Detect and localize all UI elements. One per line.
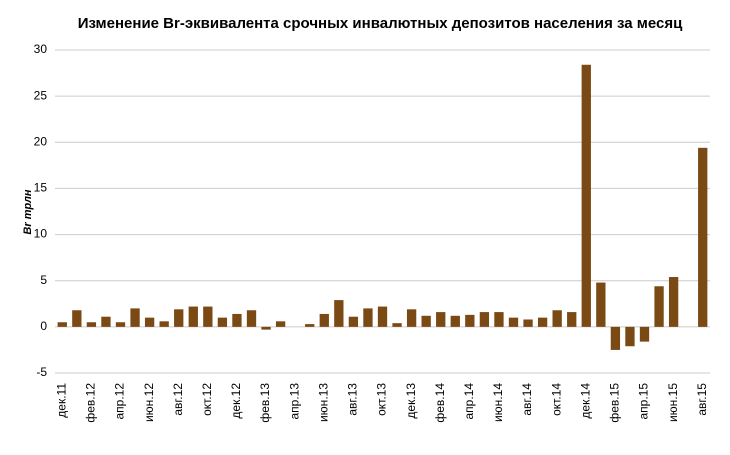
- chart-title: Изменение Br-эквивалента срочных инвалют…: [78, 15, 683, 32]
- bar: [101, 316, 111, 327]
- x-tick-label: апр.15: [637, 383, 651, 420]
- bar: [261, 326, 271, 330]
- bar: [188, 306, 198, 327]
- bar: [654, 286, 664, 327]
- bar: [159, 321, 169, 327]
- x-tick-label: окт.13: [375, 383, 389, 416]
- bar: [246, 310, 257, 327]
- x-tick-label: июн.12: [142, 383, 156, 422]
- bar: [610, 326, 621, 350]
- bar: [275, 321, 286, 327]
- y-tick-label: 0: [40, 319, 47, 333]
- bar: [217, 317, 228, 327]
- bar: [450, 315, 460, 327]
- x-tick-label: июн.15: [666, 383, 680, 422]
- bar: [377, 306, 388, 327]
- x-tick-label: дек.14: [578, 383, 592, 419]
- bar: [581, 64, 591, 327]
- bar: [232, 313, 242, 327]
- y-tick-label: 5: [40, 273, 47, 287]
- y-axis-label: Br трлн: [22, 189, 34, 234]
- bar: [537, 317, 548, 327]
- bar: [348, 316, 359, 327]
- x-tick-label: авг.13: [346, 383, 360, 416]
- x-tick-label: июн.14: [491, 383, 505, 422]
- bar: [523, 319, 533, 327]
- x-tick-label: дек.13: [404, 383, 418, 419]
- bar: [508, 317, 519, 327]
- bar: [552, 310, 562, 327]
- x-tick-label: окт.14: [549, 383, 563, 416]
- bar: [57, 322, 67, 327]
- bar: [174, 309, 184, 327]
- x-tick-label: авг.12: [171, 383, 185, 416]
- bar: [86, 322, 97, 327]
- bar: [639, 326, 650, 342]
- x-tick-label: апр.14: [462, 383, 476, 420]
- bar: [567, 312, 577, 327]
- y-tick-label: 15: [34, 181, 48, 195]
- bar: [203, 306, 213, 327]
- y-tick-label: 30: [34, 42, 48, 56]
- bar: [465, 314, 475, 327]
- bar: [625, 326, 635, 347]
- y-tick-label: 20: [34, 134, 48, 148]
- y-tick-label: 25: [34, 88, 48, 102]
- x-tick-label: авг.15: [695, 383, 709, 416]
- x-tick-label: дек.12: [229, 383, 243, 419]
- x-tick-label: апр.13: [287, 383, 301, 420]
- bar: [698, 147, 708, 327]
- x-tick-label: фев.15: [608, 383, 622, 423]
- y-tick-label: 10: [34, 227, 48, 241]
- bar: [319, 313, 329, 327]
- bar: [72, 310, 82, 327]
- bar: [130, 308, 140, 327]
- x-tick-label: апр.12: [113, 383, 127, 420]
- bar: [305, 324, 315, 327]
- bar: [392, 323, 402, 327]
- bar: [436, 312, 446, 327]
- bar: [596, 282, 606, 327]
- x-tick-label: авг.14: [520, 383, 534, 416]
- bar: [479, 312, 490, 327]
- bar: [421, 315, 431, 327]
- bar: [115, 322, 126, 327]
- bar: [494, 312, 504, 327]
- bar: [668, 277, 679, 327]
- bar: [334, 300, 344, 327]
- y-tick-label: -5: [36, 365, 47, 379]
- bar: [406, 309, 417, 327]
- x-tick-label: фев.12: [84, 383, 98, 423]
- x-tick-label: фев.13: [258, 383, 272, 423]
- x-tick-label: июн.13: [316, 383, 330, 422]
- bar: [144, 317, 155, 327]
- x-tick-label: окт.12: [200, 383, 214, 416]
- bar: [363, 308, 373, 327]
- x-tick-label: фев.14: [433, 383, 447, 423]
- x-tick-label: дек.11: [54, 383, 68, 418]
